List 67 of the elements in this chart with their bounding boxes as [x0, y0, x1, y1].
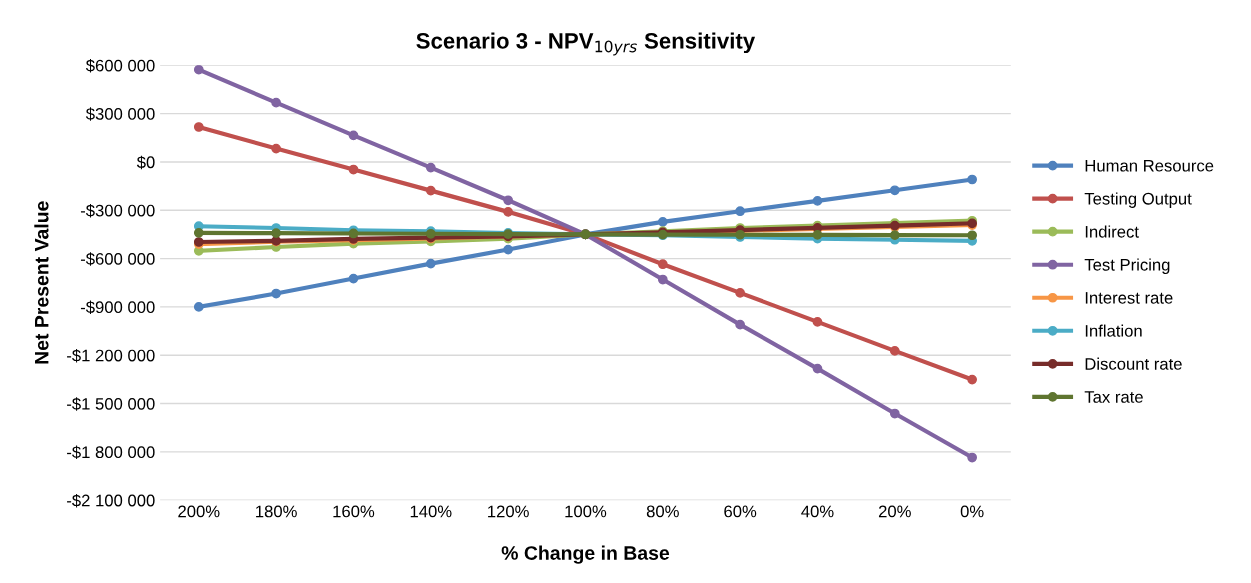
point [812, 317, 823, 327]
point [348, 273, 359, 284]
point [271, 228, 281, 239]
legend-label: Indirect [1085, 225, 1139, 238]
point [735, 206, 745, 217]
point [967, 452, 978, 463]
point [503, 195, 513, 206]
point [657, 259, 668, 270]
y-axis-title: Net Present Value [34, 201, 49, 364]
x-tick-label: 120% [488, 505, 529, 518]
legend-label: Testing Output [1084, 192, 1192, 208]
point [889, 346, 900, 356]
x-tick-label: 140% [410, 505, 452, 518]
y-tick-label: -$2 100 000 [67, 493, 155, 508]
point [657, 217, 668, 227]
x-tick-label: 80% [646, 505, 679, 518]
legend-label: Tax rate [1084, 391, 1143, 403]
x-tick-label: 20% [878, 505, 911, 518]
point [503, 244, 513, 255]
point [193, 65, 204, 75]
y-tick-label: -$1 800 000 [67, 445, 155, 460]
y-tick-label: $600 000 [85, 59, 155, 73]
point [967, 374, 978, 385]
point [348, 130, 359, 141]
legend-label: Test Pricing [1084, 258, 1170, 275]
x-tick-label: 40% [801, 505, 834, 518]
y-tick-label: -$1 200 000 [67, 348, 155, 363]
point [967, 230, 978, 241]
y-tick-label: -$900 000 [80, 300, 155, 315]
y-tick-label: $0 [136, 155, 155, 170]
legend-label: Interest rate [1085, 292, 1173, 304]
point [348, 164, 359, 175]
point [425, 185, 436, 196]
y-tick-label: -$1 500 000 [67, 397, 155, 411]
chart-title: Scenario 3 - NPV$_{10yrs}$ Sensitivity [416, 32, 756, 56]
point [735, 288, 745, 298]
point [812, 196, 823, 206]
legend-label: Discount rate [1085, 357, 1182, 370]
point [503, 207, 513, 217]
y-tick-label: -$300 000 [80, 203, 155, 218]
point [657, 274, 668, 285]
y-tick-label: $300 000 [85, 107, 155, 121]
point [889, 408, 900, 419]
point [735, 319, 745, 330]
point [889, 230, 900, 240]
y-tick-label: -$600 000 [80, 252, 155, 266]
x-tick-label: 180% [256, 505, 297, 518]
x-tick-label: 60% [724, 505, 757, 518]
x-tick-label: 160% [333, 505, 375, 518]
legend-label: Inflation [1085, 324, 1142, 337]
legend-label: Human Resource [1085, 159, 1214, 172]
point [425, 162, 436, 173]
point [193, 227, 204, 238]
point [271, 288, 281, 299]
point [193, 302, 204, 312]
point [193, 122, 204, 132]
point [271, 143, 281, 154]
point [967, 174, 978, 185]
point [889, 185, 900, 196]
x-axis-title: % Change in Base [501, 545, 670, 564]
x-tick-label: 200% [178, 505, 220, 518]
point [425, 258, 436, 269]
point [812, 230, 823, 240]
x-tick-label: 100% [565, 505, 607, 518]
point [812, 363, 823, 374]
point [271, 97, 281, 108]
x-tick-label: 0% [960, 505, 984, 518]
